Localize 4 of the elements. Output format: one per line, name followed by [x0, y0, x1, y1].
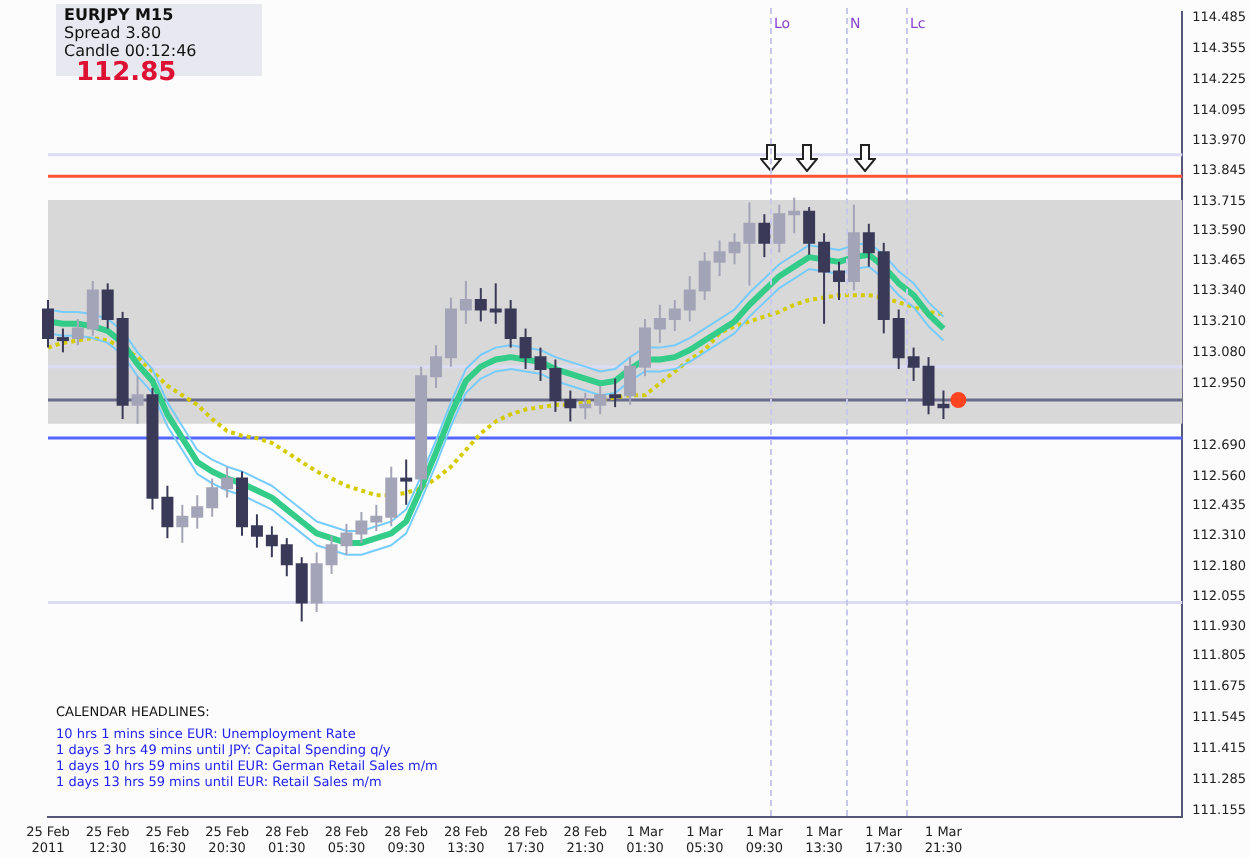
annotation: EURJPY M15: [64, 6, 176, 24]
annotation: 112.85: [76, 58, 179, 88]
annotation: Candle 00:12:46: [64, 42, 199, 60]
annotation: Spread 3.80: [64, 24, 164, 42]
